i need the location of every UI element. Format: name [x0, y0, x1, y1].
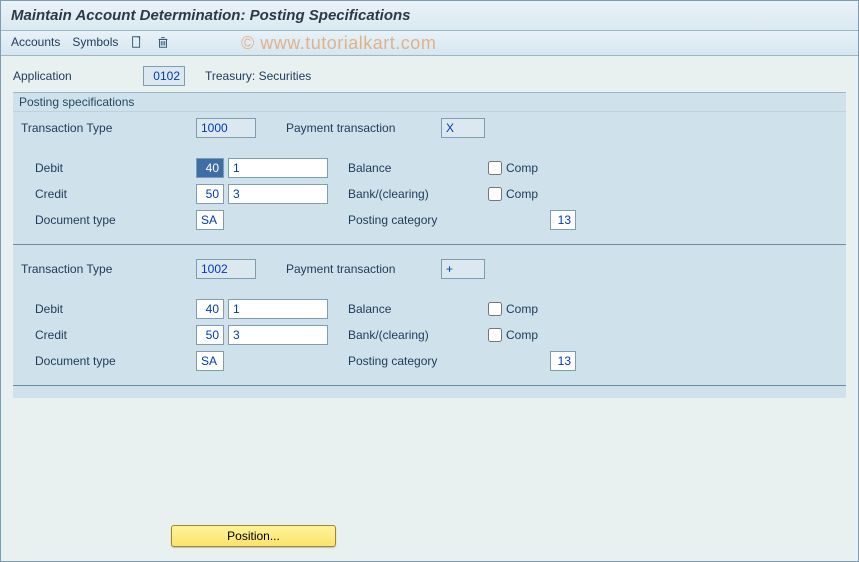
posting-category-field[interactable] — [550, 351, 576, 371]
document-type-label: Document type — [21, 213, 196, 227]
comp-label: Comp — [506, 187, 538, 201]
transaction-type-label: Transaction Type — [21, 262, 196, 276]
sap-window: Maintain Account Determination: Posting … — [0, 0, 859, 562]
payment-transaction-field[interactable] — [441, 259, 485, 279]
posting-category-label: Posting category — [348, 354, 488, 368]
bank-clearing-label: Bank/(clearing) — [348, 187, 488, 201]
debit-key-field[interactable] — [196, 299, 224, 319]
credit-key-field[interactable] — [196, 325, 224, 345]
debit-comp-checkbox[interactable] — [488, 161, 502, 175]
posting-category-label: Posting category — [348, 213, 488, 227]
balance-label: Balance — [348, 161, 488, 175]
debit-comp-checkbox[interactable] — [488, 302, 502, 316]
debit-acc-field[interactable] — [228, 158, 328, 178]
payment-transaction-label: Payment transaction — [286, 121, 441, 135]
posting-spec-group: Posting specifications Transaction Type … — [13, 92, 846, 398]
content-area: Application Treasury: Securities Posting… — [1, 56, 858, 398]
payment-transaction-field[interactable] — [441, 118, 485, 138]
comp-label: Comp — [506, 328, 538, 342]
toolbar: Accounts Symbols — [1, 31, 858, 56]
debit-key-field[interactable] — [196, 158, 224, 178]
transaction-type-field[interactable] — [196, 259, 256, 279]
credit-acc-field[interactable] — [228, 184, 328, 204]
posting-category-field[interactable] — [550, 210, 576, 230]
delete-icon[interactable] — [156, 35, 170, 49]
credit-label: Credit — [21, 187, 196, 201]
debit-label: Debit — [21, 161, 196, 175]
credit-acc-field[interactable] — [228, 325, 328, 345]
block-divider — [13, 244, 846, 245]
accounts-link[interactable]: Accounts — [11, 35, 60, 49]
credit-comp-checkbox[interactable] — [488, 187, 502, 201]
document-type-field[interactable] — [196, 210, 224, 230]
comp-label: Comp — [506, 161, 538, 175]
position-button[interactable]: Position... — [171, 525, 336, 547]
posting-block: Transaction Type Payment transaction Deb… — [13, 253, 846, 379]
application-label: Application — [13, 69, 143, 83]
credit-key-field[interactable] — [196, 184, 224, 204]
application-row: Application Treasury: Securities — [13, 66, 846, 86]
payment-transaction-label: Payment transaction — [286, 262, 441, 276]
symbols-link[interactable]: Symbols — [72, 35, 118, 49]
posting-block: Transaction Type Payment transaction Deb… — [13, 112, 846, 238]
credit-comp-checkbox[interactable] — [488, 328, 502, 342]
credit-label: Credit — [21, 328, 196, 342]
transaction-type-label: Transaction Type — [21, 121, 196, 135]
block-divider — [13, 385, 846, 386]
debit-acc-field[interactable] — [228, 299, 328, 319]
transaction-type-field[interactable] — [196, 118, 256, 138]
bank-clearing-label: Bank/(clearing) — [348, 328, 488, 342]
application-field[interactable] — [143, 66, 185, 86]
new-page-icon[interactable] — [130, 35, 144, 49]
comp-label: Comp — [506, 302, 538, 316]
application-desc: Treasury: Securities — [205, 69, 311, 83]
balance-label: Balance — [348, 302, 488, 316]
group-title: Posting specifications — [13, 93, 846, 112]
document-type-field[interactable] — [196, 351, 224, 371]
debit-label: Debit — [21, 302, 196, 316]
window-title: Maintain Account Determination: Posting … — [1, 1, 858, 31]
document-type-label: Document type — [21, 354, 196, 368]
